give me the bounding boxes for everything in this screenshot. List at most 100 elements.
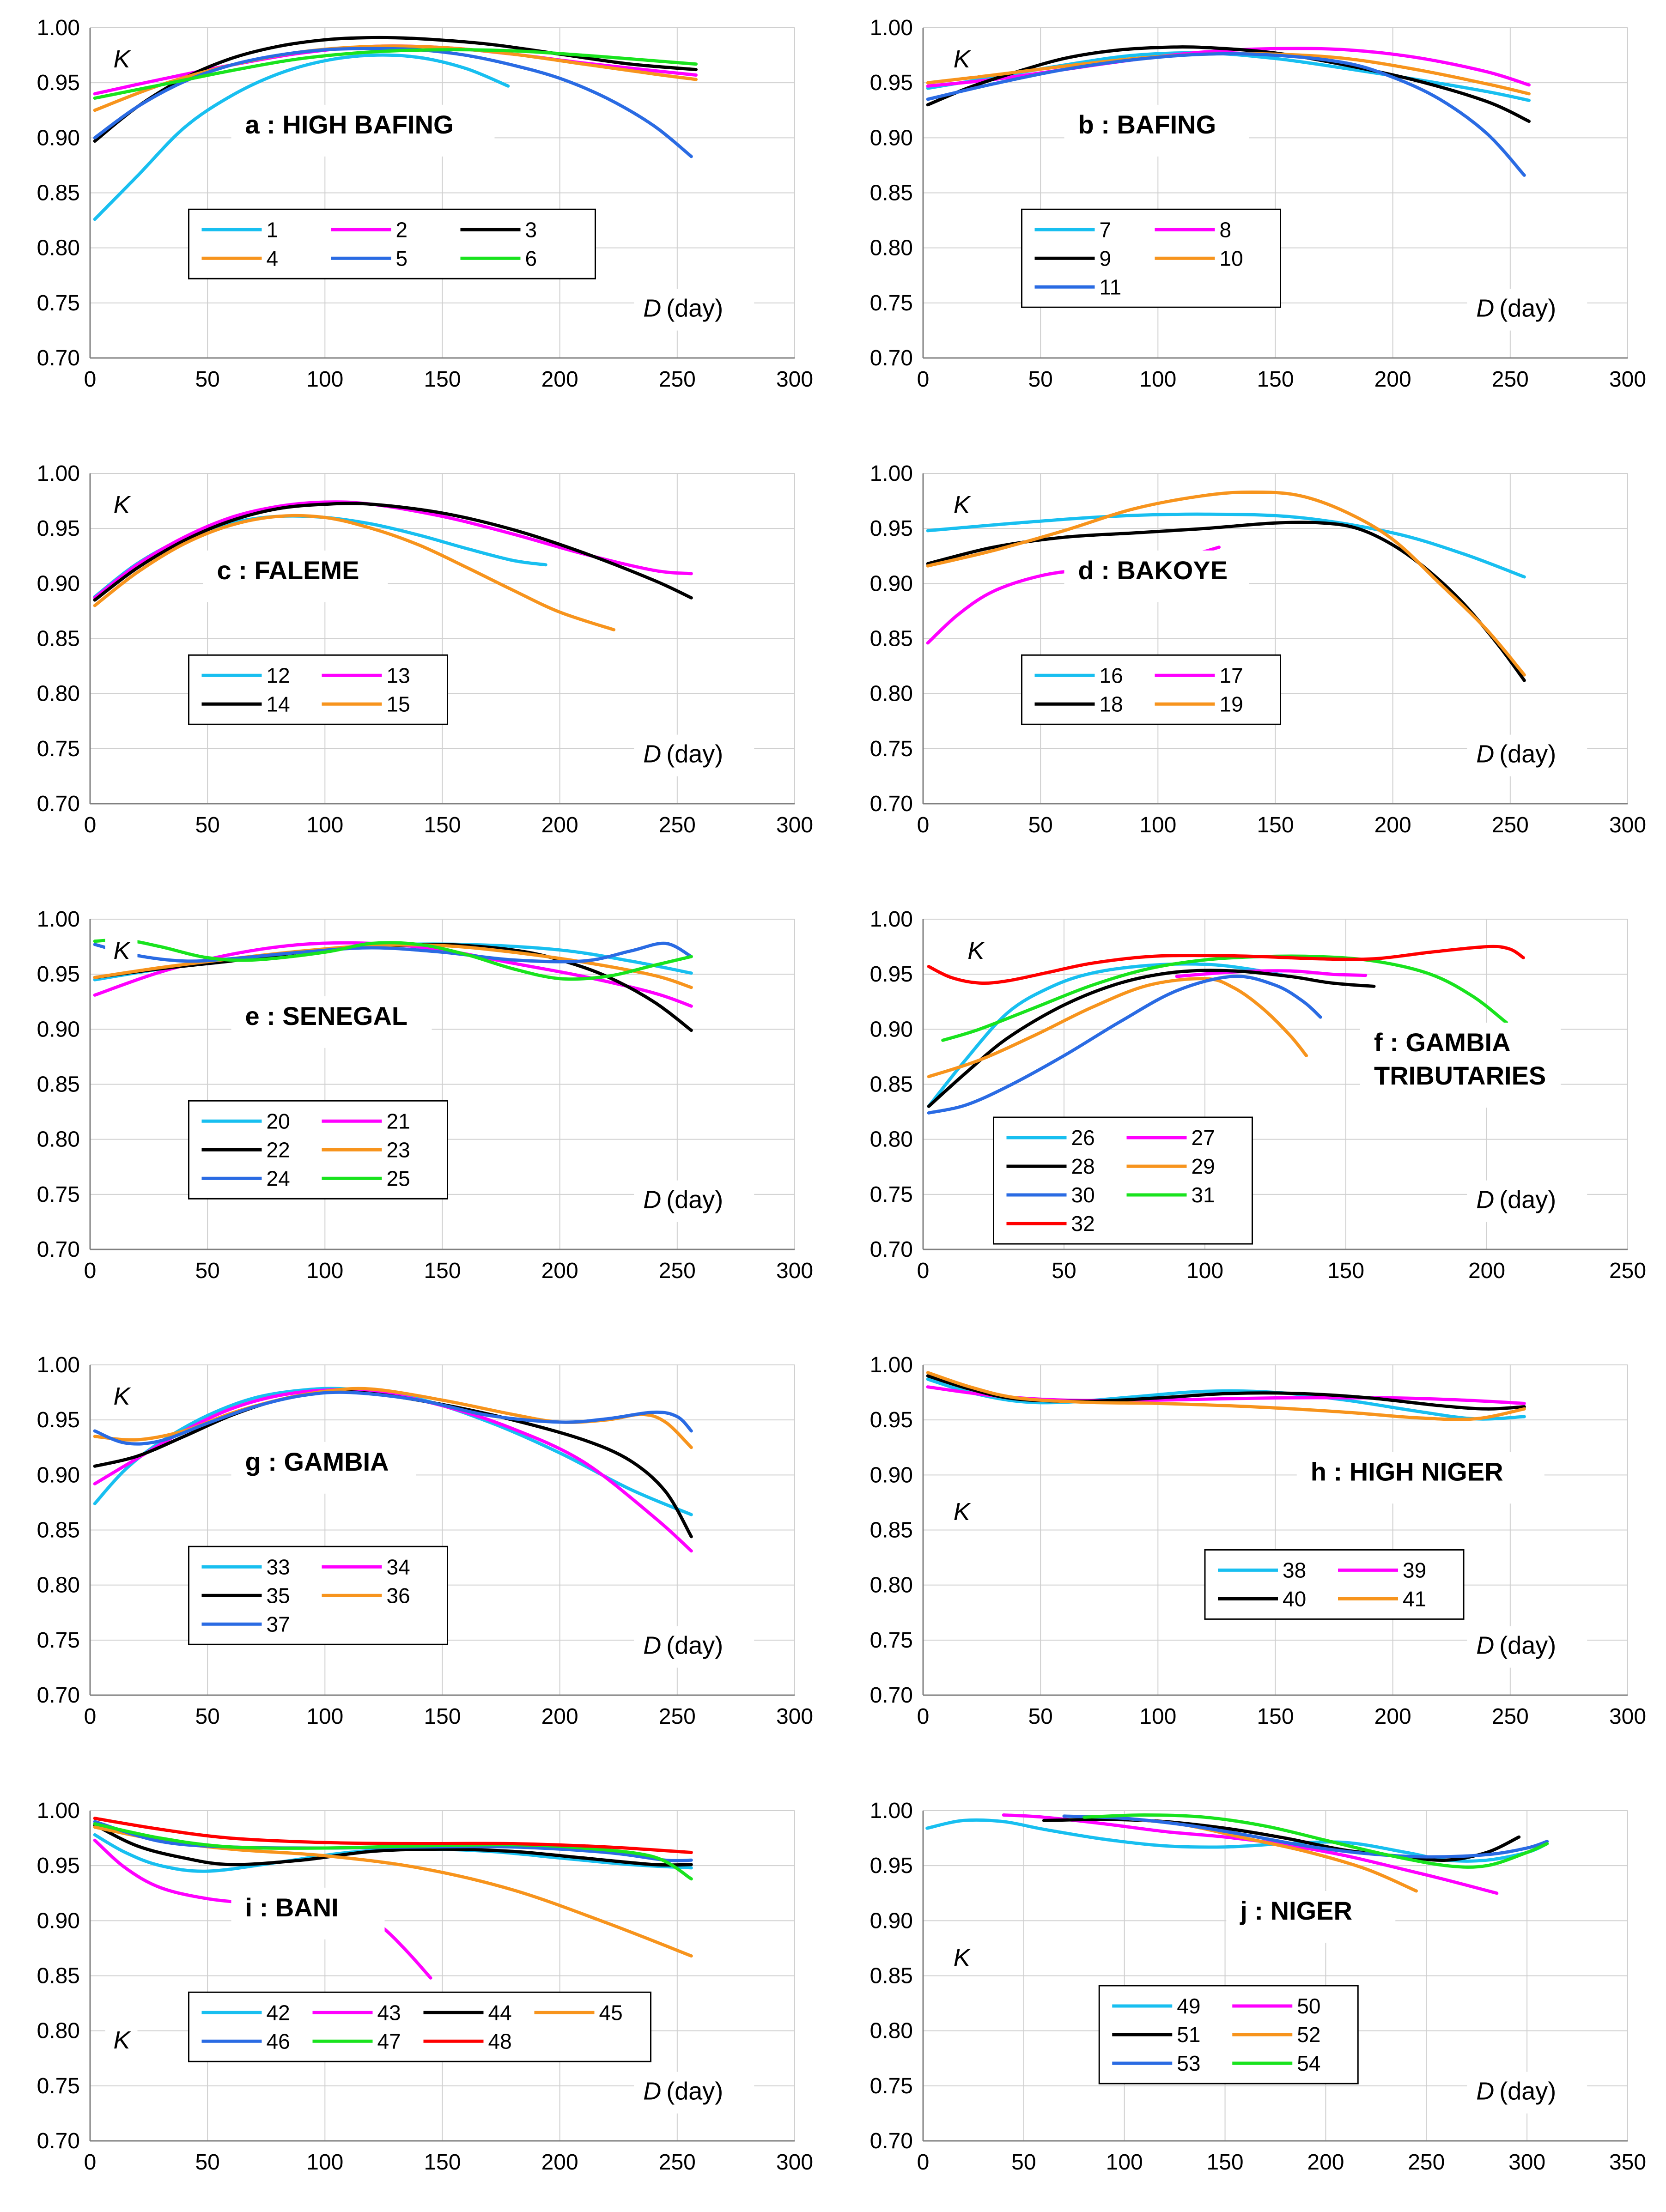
panel-a-x-axis-unit: (day): [666, 295, 723, 322]
panel-h-ytick-label: 0.70: [870, 1683, 913, 1708]
panel-d-ytick-label: 0.85: [870, 627, 913, 651]
panel-j-xtick-label: 350: [1609, 2150, 1646, 2175]
panel-b-ytick-label: 0.80: [870, 236, 913, 261]
panel-b-legend-label-9: 9: [1100, 246, 1112, 270]
panel-i-ytick-label: 1.00: [37, 1799, 80, 1823]
panel-a-xtick-label: 100: [306, 367, 343, 392]
panel-h-ytick-label: 0.75: [870, 1628, 913, 1653]
panel-j-ytick-label: 0.75: [870, 2074, 913, 2098]
panel-f-series-28-line: [927, 969, 1376, 1108]
panel-f-ytick-label: 1.00: [870, 907, 913, 932]
panel-f-legend-label-27: 27: [1192, 1126, 1215, 1150]
panel-c-ytick-label: 0.95: [37, 516, 80, 541]
panel-h-x-axis-var: D: [1476, 1632, 1494, 1660]
panel-i-xtick-label: 50: [195, 2150, 219, 2175]
panel-c-xtick-label: 150: [424, 813, 461, 837]
panel-f-legend-label-29: 29: [1192, 1154, 1215, 1178]
panel-d-title: d : BAKOYE: [1078, 556, 1228, 585]
panel-a-xtick-label: 250: [659, 367, 696, 392]
panel-j-legend-label-53: 53: [1177, 2051, 1200, 2075]
panel-c-xtick-label: 250: [659, 813, 696, 837]
panel-a-xtick-label: 150: [424, 367, 461, 392]
panel-a-title-bg: [231, 104, 495, 157]
panel-a-xtick-label: 200: [541, 367, 578, 392]
panel-b-legend-label-8: 8: [1220, 218, 1232, 242]
panel-e-legend-label-23: 23: [387, 1138, 410, 1162]
panel-e-xtick-label: 200: [541, 1259, 578, 1283]
panel-b-xtick-label: 300: [1609, 367, 1646, 392]
panel-e-series-23-line: [93, 943, 693, 989]
panel-g-title-bg: [231, 1442, 416, 1494]
panel-a-series-6-line: [93, 48, 698, 100]
panel-j-xtick-label: 250: [1408, 2150, 1445, 2175]
panel-c-ytick-label: 1.00: [37, 461, 80, 486]
panel-f-ytick-label: 0.95: [870, 962, 913, 987]
panel-c-ytick-label: 0.70: [37, 792, 80, 816]
panel-e-xtick-label: 50: [195, 1259, 219, 1283]
panel-e-ytick-label: 0.80: [37, 1127, 80, 1152]
panel-i-ytick-label: 0.75: [37, 2074, 80, 2098]
panel-f-title: f : GAMBIA: [1374, 1028, 1511, 1057]
panel-i-series-48-line: [93, 1817, 693, 1854]
panel-i-x-axis-unit: (day): [666, 2078, 723, 2105]
panel-c-ytick-label: 0.90: [37, 571, 80, 596]
panel-d-series-19-line: [926, 491, 1526, 677]
panel-f-ytick-label: 0.90: [870, 1017, 913, 1042]
panel-a-ytick-label: 0.95: [37, 71, 80, 95]
panel-i-xtick-label: 300: [776, 2150, 813, 2175]
panel-i-legend-label-47: 47: [377, 2029, 401, 2053]
panel-i-ytick-label: 0.90: [37, 1909, 80, 1933]
panel-g-ytick-label: 0.80: [37, 1573, 80, 1598]
panel-a-legend-label-5: 5: [396, 246, 408, 270]
panel-j-legend-label-54: 54: [1297, 2051, 1320, 2075]
panel-a-title: a : HIGH BAFING: [245, 110, 454, 139]
panel-i-ytick-label: 0.70: [37, 2129, 80, 2153]
panel-d-xtick-label: 0: [917, 813, 930, 837]
panel-h-legend-label-39: 39: [1403, 1558, 1426, 1582]
panel-c-legend-label-13: 13: [387, 663, 410, 687]
panel-i-xtick-label: 150: [424, 2150, 461, 2175]
panel-d-legend-label-19: 19: [1220, 692, 1243, 716]
panel-f-title-bg: [1360, 1023, 1561, 1108]
panel-d-legend-label-16: 16: [1100, 663, 1123, 687]
panel-d-x-axis-var: D: [1476, 740, 1494, 768]
panel-a-ytick-label: 0.75: [37, 291, 80, 315]
panel-g-ytick-label: 0.85: [37, 1518, 80, 1543]
panel-b-ytick-label: 0.75: [870, 291, 913, 315]
panel-f-x-axis-var: D: [1476, 1186, 1494, 1214]
panel-a-series-2-line: [93, 44, 698, 96]
panel-i-legend-label-46: 46: [267, 2029, 290, 2053]
panel-g-k-label-bg: [105, 1380, 138, 1413]
panel-f-xtick-label: 100: [1186, 1259, 1223, 1283]
panel-i-xtick-label: 0: [84, 2150, 97, 2175]
panel-g: 0.70 0.75 0.80 0.85 0.90 0.95 1.00 0 50 100 150 200…: [37, 1353, 813, 1729]
panel-f-ytick-label: 0.70: [870, 1237, 913, 1262]
panel-b-xtick-label: 0: [917, 367, 930, 392]
panel-j-legend-label-51: 51: [1177, 2023, 1200, 2047]
panel-h-xtick-label: 200: [1374, 1704, 1411, 1729]
panel-d-series-16-line: [926, 512, 1526, 579]
panel-a-legend: [188, 208, 596, 279]
panel-h-series-40-line: [926, 1374, 1526, 1411]
panel-c-xtick-label: 200: [541, 813, 578, 837]
panel-i-xtick-label: 100: [306, 2150, 343, 2175]
panel-j-xtick-label: 300: [1508, 2150, 1545, 2175]
panel-g-ytick-label: 0.90: [37, 1463, 80, 1487]
panel-g-xtick-label: 300: [776, 1704, 813, 1729]
panel-j-legend-label-52: 52: [1297, 2023, 1320, 2047]
panel-h-xtick-label: 250: [1492, 1704, 1529, 1729]
panel-f-xtick-label: 0: [917, 1259, 930, 1283]
panel-c-x-axis-unit: (day): [666, 740, 723, 768]
panel-j-x-axis-unit: (day): [1499, 2078, 1556, 2105]
panel-h-xtick-label: 50: [1028, 1704, 1052, 1729]
panel-h-x-label-bg: [1467, 1626, 1587, 1668]
panel-c-legend: [188, 654, 448, 725]
panel-d-ytick-label: 0.70: [870, 792, 913, 816]
panel-a: 0.70 0.75 0.80 0.85 0.90 0.95 1.00 0 50 100 150 200…: [37, 16, 813, 392]
panel-i-x-label-bg: [634, 2072, 754, 2114]
panel-f-x-label-bg: [1467, 1180, 1587, 1222]
panel-d-xtick-label: 150: [1257, 813, 1294, 837]
panel-d-legend-label-18: 18: [1100, 692, 1123, 716]
panel-e-x-axis-var: D: [643, 1186, 661, 1214]
panel-e-ytick-label: 0.70: [37, 1237, 80, 1262]
